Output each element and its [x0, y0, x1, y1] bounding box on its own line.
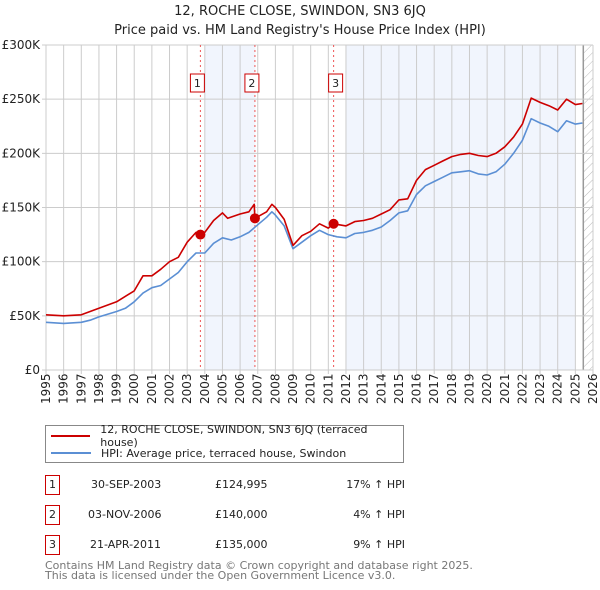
- sale-price: £124,995: [215, 478, 268, 491]
- x-tick-label: 2017: [427, 373, 441, 404]
- chart-subtitle: Price paid vs. HM Land Registry's House …: [114, 23, 486, 38]
- x-tick-label: 2024: [551, 373, 565, 404]
- x-tick-label: 1998: [92, 373, 106, 404]
- footer-licence: This data is licensed under the Open Gov…: [45, 569, 396, 582]
- x-tick-label: 2007: [251, 373, 265, 404]
- sale-row: 1 30-SEP-2003 £124,995 17% ↑ HPI: [45, 475, 405, 495]
- sale-price: £140,000: [215, 508, 268, 521]
- x-tick-label: 2010: [304, 373, 318, 404]
- x-tick-label: 2002: [163, 373, 177, 404]
- sale-point: [328, 218, 339, 229]
- sale-hpi: 4% ↑ HPI: [353, 508, 405, 521]
- x-tick-label: 2018: [445, 373, 459, 404]
- x-tick-label: 2000: [127, 373, 141, 404]
- legend-swatch-blue: [51, 452, 91, 454]
- x-tick-label: 2016: [410, 373, 424, 404]
- y-tick-label: £0: [25, 363, 40, 377]
- x-tick-label: 2020: [480, 373, 494, 404]
- sale-marker: 3: [45, 535, 60, 555]
- x-tick-label: 1999: [110, 373, 124, 404]
- y-tick-label: £150K: [2, 201, 42, 215]
- property-price-line: [45, 97, 583, 317]
- legend-item-property: 12, ROCHE CLOSE, SWINDON, SN3 6JQ (terra…: [46, 423, 403, 449]
- x-tick-label: 1997: [74, 373, 88, 404]
- sale-label-box: [244, 73, 260, 93]
- x-tick-label: 2021: [498, 373, 512, 404]
- x-tick-label: 2025: [568, 373, 582, 404]
- x-tick-label: 1996: [57, 373, 71, 404]
- x-tick-label: 2023: [533, 373, 547, 404]
- x-tick-label: 2008: [268, 373, 282, 404]
- sale-label: 2: [248, 77, 255, 90]
- x-tick-label: 2014: [374, 373, 388, 404]
- x-tick-label: 2022: [515, 373, 529, 404]
- y-tick-label: £100K: [2, 255, 42, 269]
- sale-date: 21-APR-2011: [90, 538, 162, 551]
- legend-label: 12, ROCHE CLOSE, SWINDON, SN3 6JQ (terra…: [100, 423, 368, 449]
- sale-label: 3: [332, 77, 339, 90]
- sale-row: 3 21-APR-2011 £135,000 9% ↑ HPI: [45, 535, 405, 555]
- y-tick-label: £250K: [2, 92, 42, 106]
- y-tick-label: £50K: [9, 309, 41, 323]
- y-tick-label: £300K: [2, 38, 42, 52]
- x-tick-label: 2004: [198, 373, 212, 404]
- x-tick-label: 2005: [215, 373, 229, 404]
- legend: 12, ROCHE CLOSE, SWINDON, SN3 6JQ (terra…: [45, 423, 404, 463]
- x-tick-label: 2013: [357, 373, 371, 404]
- x-tick-label: 2026: [586, 373, 600, 404]
- y-tick-label: £200K: [2, 146, 42, 160]
- sale-label-box: [189, 73, 205, 93]
- x-tick-label: 2019: [462, 373, 476, 404]
- x-tick-label: 2009: [286, 373, 300, 404]
- sale-point: [249, 213, 260, 224]
- sale-marker: 2: [45, 505, 60, 525]
- sale-row: 2 03-NOV-2006 £140,000 4% ↑ HPI: [45, 505, 405, 525]
- sale-label: 1: [194, 77, 201, 90]
- footer-copyright: Contains HM Land Registry data © Crown c…: [45, 559, 473, 572]
- sale-price: £135,000: [215, 538, 268, 551]
- x-tick-label: 2006: [233, 373, 247, 404]
- sale-point: [195, 229, 206, 240]
- chart-title: 12, ROCHE CLOSE, SWINDON, SN3 6JQ: [174, 4, 426, 19]
- x-tick-label: 2015: [392, 373, 406, 404]
- sale-date: 30-SEP-2003: [91, 478, 162, 491]
- sale-date: 03-NOV-2006: [88, 508, 162, 521]
- x-tick-label: 2011: [321, 373, 335, 404]
- sale-hpi: 17% ↑ HPI: [346, 478, 405, 491]
- legend-swatch-red: [51, 435, 91, 437]
- sale-marker: 1: [45, 475, 60, 495]
- sale-hpi: 9% ↑ HPI: [353, 538, 405, 551]
- x-tick-label: 2001: [145, 373, 159, 404]
- plot-area: 1995 1996 1997 1998 1999 2000 2001 2002 2003 2004…: [2, 38, 600, 404]
- legend-label: HPI: Average price, terraced house, Swin…: [101, 446, 347, 460]
- x-tick-label: 2012: [339, 373, 353, 404]
- legend-item-hpi: HPI: Average price, terraced house, Swin…: [46, 445, 346, 461]
- x-tick-label: 1995: [39, 373, 53, 404]
- x-tick-label: 2003: [180, 373, 194, 404]
- sale-label-box: [328, 73, 344, 93]
- hpi-line: [45, 117, 583, 325]
